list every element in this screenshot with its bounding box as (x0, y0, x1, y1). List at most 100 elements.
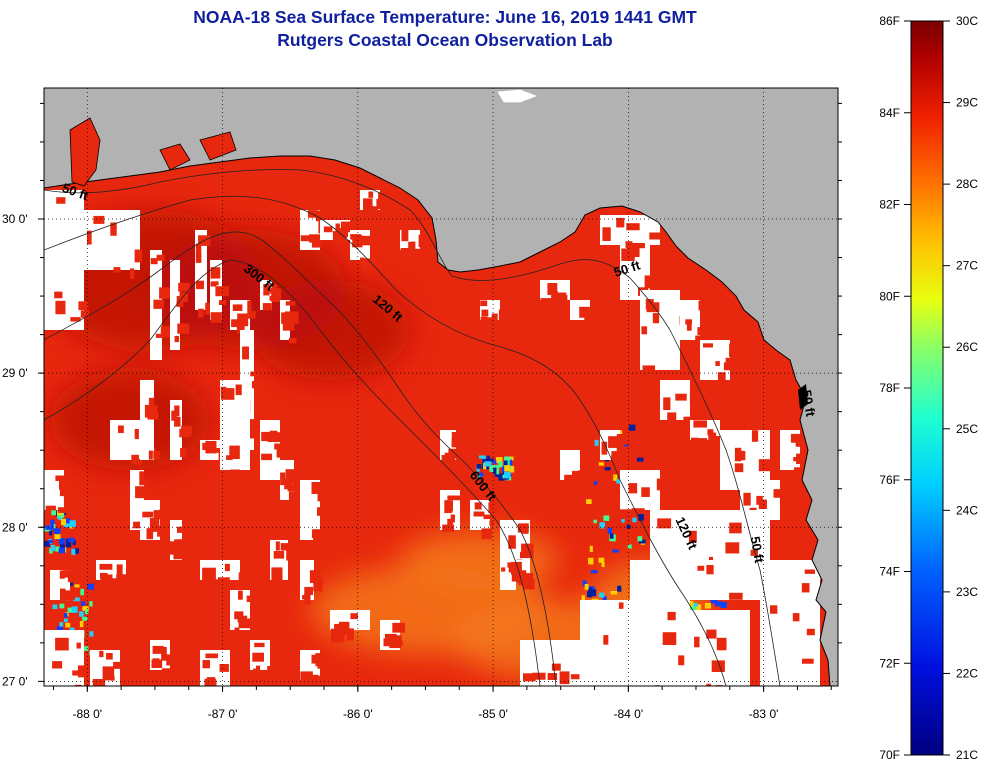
colorbar-label-f: 86F (879, 14, 900, 28)
cloud-patch (90, 650, 123, 686)
sst-cool-speck (590, 570, 598, 574)
cloud-patch (50, 570, 78, 603)
sst-cool-speck (65, 541, 72, 548)
colorbar-label-c: 30C (956, 14, 978, 28)
sst-cool-speck (48, 539, 53, 544)
lon-tick-label: -88 0' (72, 707, 102, 721)
sst-cool-speck (63, 523, 71, 528)
colorbar-label-c: 29C (956, 96, 978, 110)
sst-cool-speck (68, 537, 75, 543)
cloud-patch (80, 210, 143, 280)
sst-cool-speck (581, 595, 585, 602)
cloud-patch (280, 460, 300, 503)
sst-cool-speck (52, 604, 58, 610)
cloud-patch (660, 380, 703, 430)
sst-cool-speck (478, 455, 485, 459)
cloud-patch (230, 300, 256, 334)
cloud-patch (300, 480, 332, 541)
lon-tick-label: -86 0' (343, 707, 373, 721)
sst-cool-speck (64, 612, 68, 618)
cloud-patch (480, 300, 512, 329)
sst-cool-region (400, 530, 560, 590)
map-axes: -88 0' -87 0' -86 0' -85 0' -84 0' -83 0' 30 0… (2, 88, 842, 721)
sst-cool-speck (73, 597, 80, 602)
sst-cool-speck (582, 580, 587, 587)
map-title-block: NOAA-18 Sea Surface Temperature: June 16… (40, 6, 850, 52)
colorbar-label-f: 80F (879, 289, 900, 303)
colorbar-label-c: 26C (956, 340, 978, 354)
cloud-patch (440, 430, 462, 467)
cloud-patch (690, 610, 750, 686)
cloud-patch (690, 420, 721, 447)
cloud-patch (640, 290, 693, 373)
bathymetry-contours (44, 169, 781, 686)
cloud-patch (440, 490, 461, 532)
sst-cool-speck (693, 603, 698, 607)
sst-cool-speck (503, 460, 508, 466)
sst-cool-speck (496, 457, 503, 464)
cloud-patch (500, 560, 522, 590)
sst-cool-speck (584, 584, 589, 590)
sst-cool-speck (58, 547, 66, 554)
cloud-patch (150, 250, 174, 360)
cloud-patch (280, 300, 299, 344)
sst-cool-speck (493, 467, 497, 475)
sst-cool-speck (479, 472, 484, 477)
sst-cool-speck (609, 533, 614, 539)
sst-cool-speck (53, 528, 61, 534)
cloud-patch (560, 450, 589, 484)
colorbar-labels: 86F 84F 82F 80F 78F 76F 74F 72F 70F 30C 29C 28C 27C 2… (879, 14, 978, 762)
sst-cool-speck (715, 601, 722, 607)
sst-cool-speck (639, 539, 646, 544)
sst-cool-speck (507, 465, 515, 473)
sst-cool-speck (57, 510, 63, 516)
coastal-bay (159, 143, 191, 171)
sst-cool-speck (488, 458, 494, 462)
cloud-patch (360, 190, 385, 219)
sst-cool-speck (71, 548, 76, 555)
sst-cool-speck (594, 439, 599, 446)
cloud-patch (570, 300, 600, 329)
sst-cool-speck (73, 548, 79, 554)
sst-cool-speck (610, 591, 618, 595)
lon-tick-label: -83 0' (749, 707, 779, 721)
sst-cool-speck (51, 510, 57, 516)
coastal-bay (199, 131, 237, 161)
colorbar-bar (910, 20, 944, 756)
sst-cool-speck (695, 604, 702, 611)
sst-cool-speck (89, 631, 94, 637)
lat-tick-label: 29 0' (2, 366, 28, 380)
sst-cool-speck (85, 609, 89, 615)
cloud-patch (300, 560, 324, 605)
sst-cool-speck (632, 517, 637, 523)
map-subtitle: Rutgers Coastal Ocean Observation Lab (277, 30, 613, 50)
sst-cool-speck (82, 606, 89, 611)
sst-cool-speck (616, 479, 623, 484)
colorbar-label-c: 25C (956, 422, 978, 436)
colorbar-label-f: 74F (879, 565, 900, 579)
coastal-island (798, 384, 808, 410)
sst-cool-speck (49, 530, 53, 536)
cloud-patch (170, 400, 192, 460)
sst-cool-speck (586, 499, 592, 505)
colorbar-label-f: 84F (879, 106, 900, 120)
lon-tick-label: -85 0' (478, 707, 508, 721)
sst-cool-speck (67, 607, 74, 613)
cloud-patch (600, 430, 630, 465)
cloud-patch (260, 280, 282, 311)
sst-cool-speck (81, 646, 89, 651)
sst-cool-speck (689, 601, 694, 607)
sst-cool-speck (604, 467, 611, 471)
sst-cool-speck (508, 456, 514, 461)
sst-cool-speck (498, 461, 503, 468)
cloud-patch (500, 520, 534, 570)
sst-cool-speck (59, 622, 64, 627)
sst-cool-speck (612, 549, 619, 553)
sst-cool-speck (45, 525, 52, 530)
sst-cool-speck (613, 474, 618, 481)
colorbar-label-c: 28C (956, 177, 978, 191)
sst-cool-speck (79, 611, 84, 617)
colorbar-label-c: 24C (956, 503, 978, 517)
sst-cool-speck (54, 534, 61, 540)
